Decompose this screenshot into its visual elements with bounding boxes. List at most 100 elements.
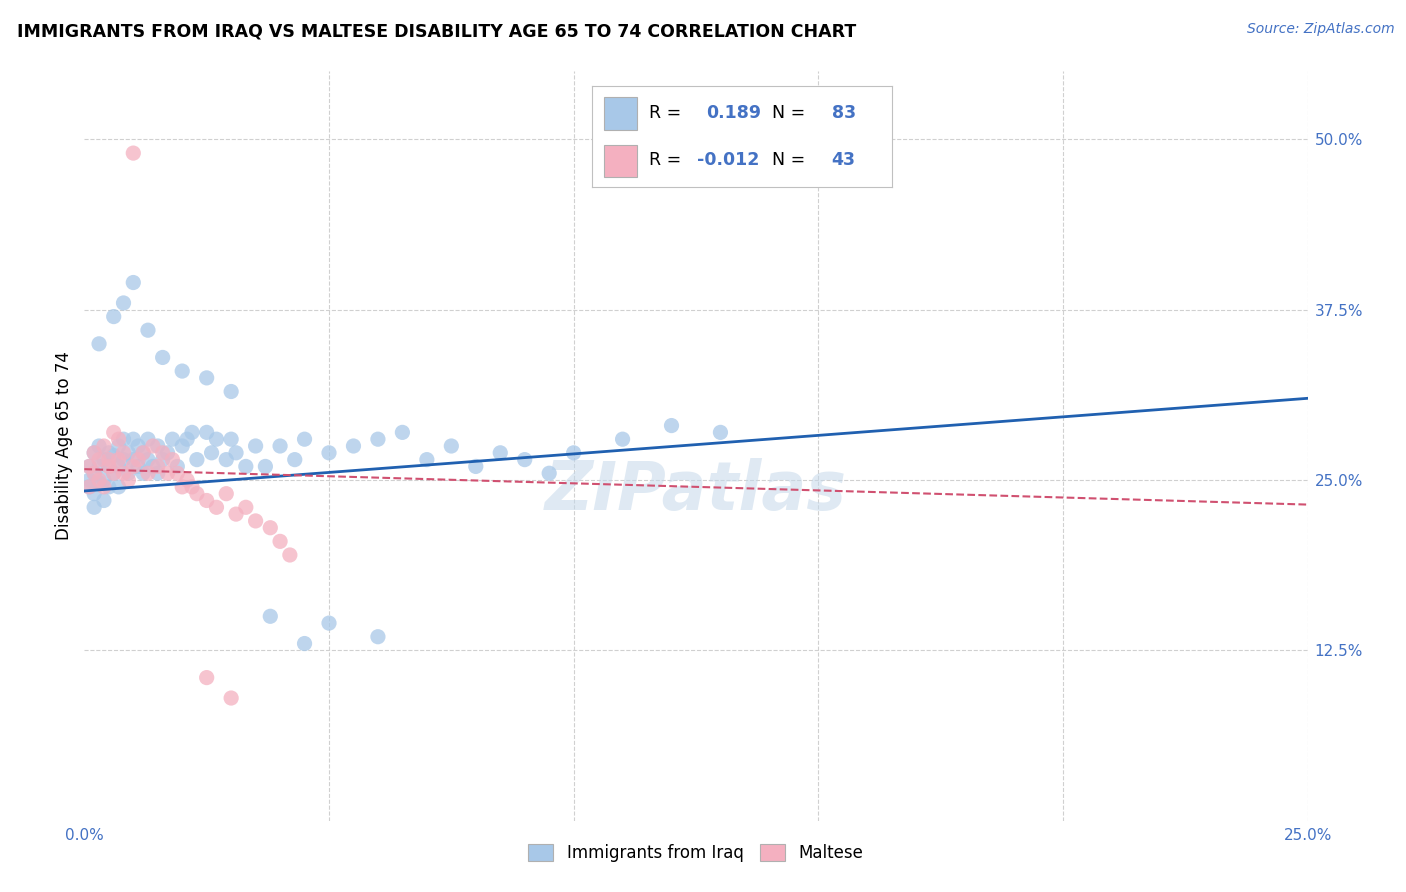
Point — [77, 459, 100, 474]
Point — [562, 446, 585, 460]
Point — [284, 452, 307, 467]
Point — [195, 371, 218, 385]
Point — [93, 439, 115, 453]
Point — [107, 439, 129, 453]
Point — [142, 459, 165, 474]
Point — [83, 486, 105, 500]
Point — [136, 323, 159, 337]
Point — [166, 459, 188, 474]
Point — [87, 452, 110, 467]
Point — [176, 432, 198, 446]
Point — [77, 473, 100, 487]
Point — [440, 439, 463, 453]
Text: IMMIGRANTS FROM IRAQ VS MALTESE DISABILITY AGE 65 TO 74 CORRELATION CHART: IMMIGRANTS FROM IRAQ VS MALTESE DISABILI… — [17, 22, 856, 40]
Point — [254, 459, 277, 474]
Point — [489, 446, 512, 460]
Point — [122, 432, 145, 446]
Point — [152, 351, 174, 365]
Point — [77, 480, 100, 494]
Point — [219, 432, 242, 446]
Point — [87, 336, 110, 351]
Point — [416, 452, 439, 467]
Point — [122, 146, 145, 161]
Point — [136, 452, 159, 467]
Point — [117, 467, 139, 481]
Point — [103, 467, 125, 481]
Point — [136, 432, 159, 446]
Point — [225, 446, 247, 460]
Point — [195, 493, 218, 508]
Point — [181, 480, 204, 494]
Point — [127, 452, 149, 467]
Point — [367, 432, 389, 446]
Legend: Immigrants from Iraq, Maltese: Immigrants from Iraq, Maltese — [522, 837, 870, 869]
Point — [152, 446, 174, 460]
Point — [142, 439, 165, 453]
Point — [156, 467, 179, 481]
Point — [162, 432, 184, 446]
Point — [87, 439, 110, 453]
Point — [269, 534, 291, 549]
Point — [107, 432, 129, 446]
Text: Source: ZipAtlas.com: Source: ZipAtlas.com — [1247, 22, 1395, 37]
Point — [112, 467, 135, 481]
Point — [112, 296, 135, 310]
Point — [195, 425, 218, 440]
Point — [132, 446, 155, 460]
Point — [225, 507, 247, 521]
Point — [146, 459, 169, 474]
Point — [112, 446, 135, 460]
Point — [146, 439, 169, 453]
Point — [367, 630, 389, 644]
Point — [132, 446, 155, 460]
Point — [112, 452, 135, 467]
Point — [107, 459, 129, 474]
Point — [93, 452, 115, 467]
Point — [259, 609, 281, 624]
Point — [93, 480, 115, 494]
Point — [235, 500, 257, 515]
Point — [83, 500, 105, 515]
Point — [245, 514, 267, 528]
Point — [172, 364, 194, 378]
Point — [166, 467, 188, 481]
Point — [127, 439, 149, 453]
Point — [195, 671, 218, 685]
Point — [122, 459, 145, 474]
Point — [176, 473, 198, 487]
Point — [132, 467, 155, 481]
Point — [87, 473, 110, 487]
Point — [103, 425, 125, 440]
Point — [205, 500, 228, 515]
Point — [269, 439, 291, 453]
Point — [97, 446, 120, 460]
Point — [259, 521, 281, 535]
Text: ZIPatlas: ZIPatlas — [546, 458, 846, 524]
Point — [391, 425, 413, 440]
Point — [215, 452, 238, 467]
Point — [97, 459, 120, 474]
Point — [127, 459, 149, 474]
Point — [107, 452, 129, 467]
Point — [162, 452, 184, 467]
Point — [294, 432, 316, 446]
Point — [538, 467, 561, 481]
Point — [83, 446, 105, 460]
Point — [661, 418, 683, 433]
Point — [97, 480, 120, 494]
Point — [219, 384, 242, 399]
Y-axis label: Disability Age 65 to 74: Disability Age 65 to 74 — [55, 351, 73, 541]
Point — [83, 467, 105, 481]
Point — [122, 452, 145, 467]
Point — [83, 467, 105, 481]
Point — [215, 486, 238, 500]
Point — [245, 439, 267, 453]
Point — [97, 459, 120, 474]
Point — [156, 446, 179, 460]
Point — [83, 446, 105, 460]
Point — [122, 276, 145, 290]
Point — [93, 493, 115, 508]
Point — [87, 459, 110, 474]
Point — [342, 439, 364, 453]
Point — [136, 467, 159, 481]
